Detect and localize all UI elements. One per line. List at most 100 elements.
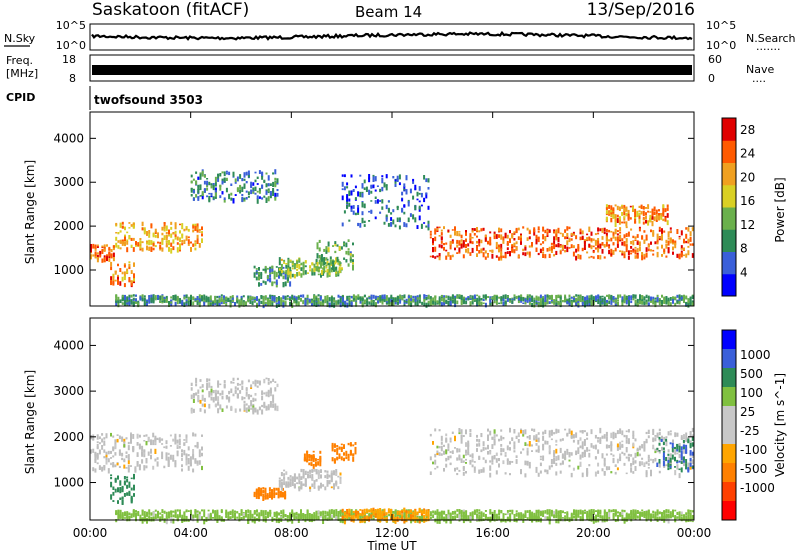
echo-cell xyxy=(287,265,290,268)
echo-cell xyxy=(313,295,316,299)
echo-cell xyxy=(260,487,263,493)
echo-cell xyxy=(146,245,148,251)
echo-cell xyxy=(524,245,527,247)
echo-cell xyxy=(392,209,395,213)
echo-cell xyxy=(92,254,95,257)
echo-cell xyxy=(610,453,613,456)
echo-cell xyxy=(187,465,190,471)
echo-cell xyxy=(683,450,685,454)
echo-cell xyxy=(338,453,341,459)
echo-cell xyxy=(126,476,129,478)
echo-cell xyxy=(524,252,527,257)
echo-cell xyxy=(302,300,305,303)
echo-cell xyxy=(99,254,102,258)
echo-cell xyxy=(482,299,485,301)
echo-cell xyxy=(199,379,202,382)
echo-cell xyxy=(513,441,516,445)
echo-cell xyxy=(161,517,164,521)
echo-cell xyxy=(625,456,628,459)
echo-cell xyxy=(387,200,390,202)
echo-cell xyxy=(255,491,258,495)
echo-cell xyxy=(429,236,432,239)
echo-cell xyxy=(517,300,520,304)
echo-cell xyxy=(663,300,666,304)
echo-cell xyxy=(605,241,608,247)
echo-cell xyxy=(125,467,128,469)
echo-cell xyxy=(128,483,131,488)
echo-cell xyxy=(392,176,395,179)
echo-cell xyxy=(542,241,545,244)
echo-cell xyxy=(546,235,549,237)
echo-cell xyxy=(416,301,419,307)
echo-cell xyxy=(405,175,408,180)
echo-cell xyxy=(606,294,608,297)
echo-cell xyxy=(340,456,343,461)
echo-cell xyxy=(220,509,223,514)
echo-cell xyxy=(623,221,626,224)
echo-cell xyxy=(133,277,135,282)
echo-cell xyxy=(339,302,342,308)
nsky-line xyxy=(91,30,693,41)
echo-cell xyxy=(550,242,553,245)
echo-cell xyxy=(436,515,439,518)
echo-cell xyxy=(586,432,589,436)
echo-cell xyxy=(376,199,379,203)
echo-cell xyxy=(264,271,267,273)
echo-cell xyxy=(306,510,309,515)
echo-cell xyxy=(625,447,628,453)
echo-cell xyxy=(542,455,545,461)
echo-cell xyxy=(128,515,131,520)
echo-cell xyxy=(240,297,243,300)
echo-cell xyxy=(434,428,437,432)
echo-cell xyxy=(667,449,670,453)
echo-cell xyxy=(320,474,322,479)
echo-cell xyxy=(403,513,406,515)
echo-cell xyxy=(267,511,269,517)
echo-cell xyxy=(265,190,268,195)
echo-cell xyxy=(498,227,500,232)
echo-cell xyxy=(667,234,670,237)
echo-cell xyxy=(317,518,320,521)
echo-cell xyxy=(612,213,615,216)
echo-cell xyxy=(125,437,128,440)
echo-cell xyxy=(307,272,309,274)
echo-cell xyxy=(323,261,326,266)
echo-cell xyxy=(436,510,439,516)
echo-cell xyxy=(603,300,606,306)
echo-cell xyxy=(559,447,562,453)
echo-cell xyxy=(632,457,635,460)
echo-cell xyxy=(605,466,608,471)
echo-cell xyxy=(484,514,487,517)
echo-cell xyxy=(594,434,597,439)
echo-cell xyxy=(647,204,650,210)
echo-cell xyxy=(236,387,239,391)
echo-cell xyxy=(152,432,155,438)
echo-cell xyxy=(645,431,648,435)
echo-cell xyxy=(128,481,131,484)
echo-cell xyxy=(128,263,131,267)
echo-cell xyxy=(203,514,206,518)
echo-cell xyxy=(687,298,690,304)
echo-cell xyxy=(330,515,333,520)
echo-cell xyxy=(282,300,285,304)
echo-cell xyxy=(662,441,665,446)
echo-cell xyxy=(458,251,461,254)
echo-cell xyxy=(451,254,454,258)
echo-cell xyxy=(610,218,613,223)
echo-cell xyxy=(320,255,323,261)
echo-cell xyxy=(127,445,130,451)
echo-cell xyxy=(432,243,434,246)
echo-cell xyxy=(676,300,679,304)
echo-cell xyxy=(220,294,223,297)
echo-cell xyxy=(273,495,276,499)
echo-cell xyxy=(471,295,474,300)
echo-cell xyxy=(640,204,643,209)
echo-cell xyxy=(346,299,349,302)
echo-cell xyxy=(407,299,410,302)
echo-cell xyxy=(557,294,560,299)
echo-cell xyxy=(489,465,492,471)
echo-cell xyxy=(403,222,406,227)
echo-cell xyxy=(642,210,645,217)
echo-cell xyxy=(219,173,222,177)
echo-cell xyxy=(241,194,244,196)
